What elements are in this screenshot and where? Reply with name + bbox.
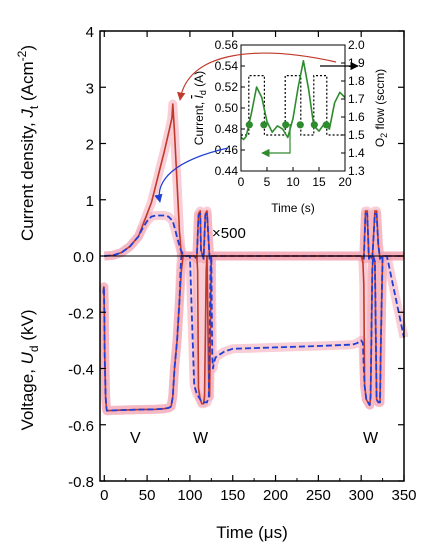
inset-y2-label-o: O xyxy=(373,138,387,147)
inset-y-tick-label: 0.56 xyxy=(215,38,239,52)
bottom-y-tick-label: -0.2 xyxy=(68,305,94,322)
top-y-label-sub: t xyxy=(27,105,41,109)
inset-marker-point xyxy=(322,121,330,129)
inset-y2-tick-label: 1.9 xyxy=(348,56,365,70)
inset-y2-label: O2 flow (sccm) xyxy=(373,69,389,147)
inset-x-label: Time (s) xyxy=(271,201,315,215)
series-bottom-solid xyxy=(102,255,404,412)
top-y-label-close: ) xyxy=(18,45,37,51)
inset-y-tick-label: 0.44 xyxy=(215,164,239,178)
inset-y-tick-label: 0.50 xyxy=(215,101,239,115)
inset-y2-tick-label: 1.7 xyxy=(348,92,365,106)
inset-axis-layer: 0 5 10 15 20 0.44 0.46 0.48 0.50 0.52 0.54 0.56 1.3 1… xyxy=(215,38,365,189)
inset-chart: 0 5 10 15 20 0.44 0.46 0.48 0.50 0.52 0.54 0.56 1.3 1… xyxy=(192,38,389,215)
inset-y2-label-sub: 2 xyxy=(379,133,389,138)
annotation-w-1: W xyxy=(193,430,209,447)
inset-y-label: Current, Id (A) xyxy=(192,71,208,145)
x-tick-label: 100 xyxy=(177,487,202,504)
inset-x-tick-label: 0 xyxy=(238,175,245,189)
top-y-tick-label: 2 xyxy=(86,137,94,154)
annotation-w-2: W xyxy=(363,430,379,447)
inset-marker-point xyxy=(296,121,304,129)
x-tick-label: 150 xyxy=(220,487,245,504)
inset-y-tick-label: 0.52 xyxy=(215,80,239,94)
inset-marker-point xyxy=(282,121,290,129)
annotation-v: V xyxy=(130,430,141,447)
bottom-y-label-main: Voltage, xyxy=(18,364,37,430)
inset-y2-tick-label: 1.6 xyxy=(348,110,365,124)
inset-o2-flow-line xyxy=(241,75,345,136)
top-y-label: Current density, Jt (Acm-2) xyxy=(15,45,41,241)
inset-y2-label-rest: flow (sccm) xyxy=(373,69,387,133)
inset-marker-point xyxy=(245,121,253,129)
inset-background xyxy=(241,45,345,171)
series-top-dashed xyxy=(104,212,404,260)
top-y-label-sup: -2 xyxy=(15,50,29,61)
inset-x-tick-label: 20 xyxy=(338,175,352,189)
inset-x-tick-label: 5 xyxy=(264,175,271,189)
inset-x-tick-label: 15 xyxy=(312,175,326,189)
inset-y-tick-label: 0.48 xyxy=(215,122,239,136)
x-tick-label: 200 xyxy=(263,487,288,504)
green-arrow-to-axis xyxy=(261,124,291,158)
inset-y-tick-label: 0.46 xyxy=(215,143,239,157)
blue-arrow-to-inset xyxy=(154,147,229,203)
top-y-label-sym: J xyxy=(18,109,37,119)
top-y-tick-label: 3 xyxy=(86,80,94,97)
inset-marker-point xyxy=(260,121,268,129)
inset-y2-tick-label: 1.8 xyxy=(348,74,365,88)
x-tick-label: 50 xyxy=(139,487,156,504)
bottom-y-tick-label: -0.8 xyxy=(68,474,94,491)
bottom-y-label-unit: (kV) xyxy=(18,309,37,345)
series-bottom-dashed xyxy=(102,255,405,412)
bottom-y-label-sym: U xyxy=(18,351,37,364)
x-axis-label: Time (μs) xyxy=(216,523,288,542)
inset-y2-tick-label: 1.4 xyxy=(348,146,365,160)
inset-y-label-sub: d xyxy=(198,90,208,95)
bottom-y-label: Voltage, Ud (kV) xyxy=(18,309,41,430)
inset-y-label-unit: (A) xyxy=(192,71,206,90)
red-arrow-to-inset xyxy=(177,52,337,101)
top-y-label-main: Current density, xyxy=(18,118,37,241)
x500-annotation: ×500 xyxy=(212,225,246,242)
axis-layer: 0 50 100 150 200 250 300 3500.01234-0.8-0.6-0.4… xyxy=(68,24,416,504)
inset-y2-tick-label: 2.0 xyxy=(348,38,365,52)
halo-bottom-1 xyxy=(98,251,409,416)
inset-y2-tick-label: 1.5 xyxy=(348,128,365,142)
inset-y2-tick-label: 1.3 xyxy=(348,164,365,178)
top-y-tick-label: 0.0 xyxy=(73,249,94,266)
top-y-tick-label: 1 xyxy=(86,193,94,210)
inset-y-label-main: Current, xyxy=(192,99,206,146)
x-tick-label: 0 xyxy=(100,487,108,504)
x-tick-label: 300 xyxy=(349,487,374,504)
inset-x-tick-label: 10 xyxy=(286,175,300,189)
bottom-y-label-sub: d xyxy=(27,345,41,352)
top-y-label-unit: (Acm xyxy=(18,61,37,105)
halo-bottom-0 xyxy=(98,251,404,416)
bottom-y-tick-label: -0.4 xyxy=(68,362,94,379)
bottom-y-tick-label: -0.6 xyxy=(68,418,94,435)
inset-y-tick-label: 0.54 xyxy=(215,59,239,73)
x-tick-label: 250 xyxy=(306,487,331,504)
x-tick-label: 350 xyxy=(391,487,416,504)
top-y-tick-label: 4 xyxy=(86,24,94,41)
inset-marker-point xyxy=(310,121,318,129)
inset-y-label-sym: I xyxy=(192,95,206,99)
